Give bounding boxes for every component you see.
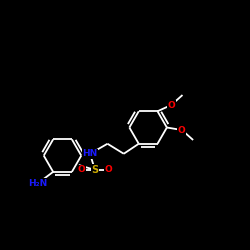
Text: O: O (178, 126, 186, 134)
Text: O: O (168, 100, 175, 110)
Text: O: O (105, 166, 112, 174)
Text: O: O (78, 166, 85, 174)
Text: H₂N: H₂N (28, 178, 48, 188)
Text: S: S (92, 165, 98, 175)
Text: HN: HN (82, 149, 98, 158)
